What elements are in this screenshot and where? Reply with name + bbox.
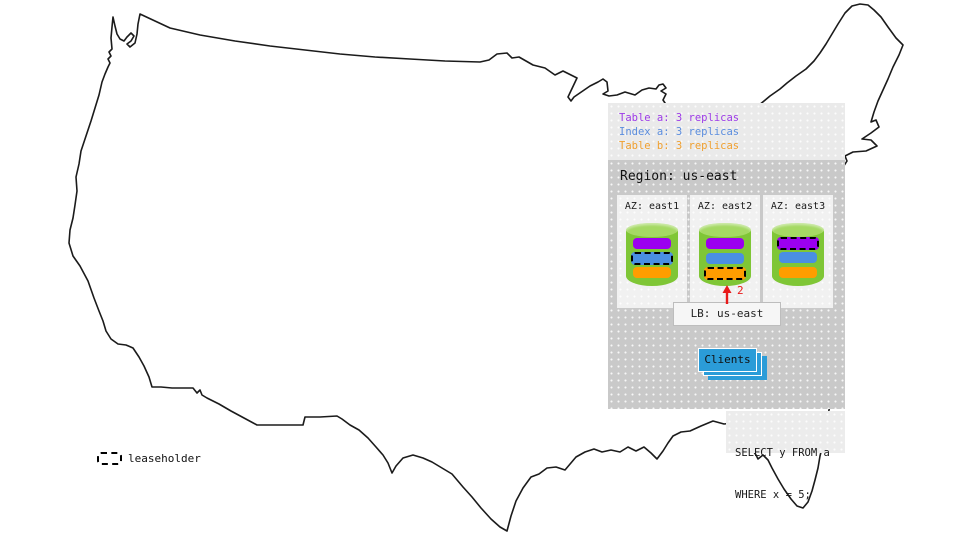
replica-index-a — [779, 252, 817, 263]
cylinder-top — [699, 223, 751, 237]
replica-table-a — [706, 238, 744, 249]
replica-pills — [772, 236, 824, 278]
replica-pills — [626, 238, 678, 278]
replica-table-b-leaseholder — [704, 266, 746, 280]
replica-index-a-leaseholder — [631, 251, 673, 265]
legend-item-table-a: Table a: 3 replicas — [619, 112, 740, 124]
sql-query-box: SELECT y FROM a WHERE x = 5; — [726, 411, 845, 501]
az-label: AZ: east3 — [770, 201, 826, 212]
sql-query-line2: WHERE x = 5; — [735, 489, 811, 501]
az-box: AZ: east2 — [690, 195, 760, 308]
sql-query-line1: SELECT y FROM a — [735, 447, 830, 459]
replica-index-a — [706, 253, 744, 264]
database-node-cylinder — [772, 223, 824, 286]
load-balancer-box: LB: us-east — [673, 302, 781, 326]
clients-stack: Clients — [698, 348, 770, 383]
az-label: AZ: east2 — [697, 201, 753, 212]
cylinder-top — [772, 223, 824, 237]
az-row: AZ: east1 AZ: east2 AZ: east3 — [617, 195, 833, 308]
replica-table-b — [633, 267, 671, 278]
request-arrow: 2 — [720, 285, 744, 304]
up-arrow-icon — [722, 285, 732, 304]
replica-legend: Table a: 3 replicas Index a: 3 replicas Ta… — [608, 103, 845, 160]
az-box: AZ: east1 — [617, 195, 687, 308]
arrow-step-number: 2 — [737, 284, 744, 297]
leaseholder-dashed-icon — [97, 452, 122, 465]
replica-pills — [699, 238, 751, 280]
az-label: AZ: east1 — [624, 201, 680, 212]
load-balancer-label: LB: us-east — [690, 307, 764, 320]
legend-item-table-b: Table b: 3 replicas — [619, 140, 740, 152]
az-box: AZ: east3 — [763, 195, 833, 308]
replica-table-a-leaseholder — [777, 236, 819, 250]
database-node-cylinder — [626, 223, 678, 286]
replica-table-a — [633, 238, 671, 249]
region-panel: Region: us-east AZ: east1 AZ: east2 AZ: … — [608, 160, 845, 409]
region-title: Region: us-east — [620, 169, 738, 184]
database-node-cylinder — [699, 223, 751, 286]
clients-box: Clients — [698, 348, 757, 372]
leaseholder-key-label: leaseholder — [128, 452, 201, 465]
replica-table-b — [779, 267, 817, 278]
leaseholder-key: leaseholder — [97, 452, 201, 465]
cylinder-top — [626, 223, 678, 237]
legend-item-index-a: Index a: 3 replicas — [619, 126, 740, 138]
